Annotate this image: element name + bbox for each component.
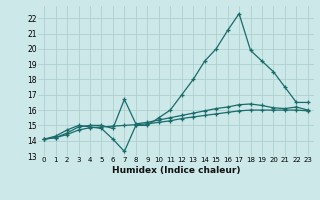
X-axis label: Humidex (Indice chaleur): Humidex (Indice chaleur)	[112, 166, 240, 175]
